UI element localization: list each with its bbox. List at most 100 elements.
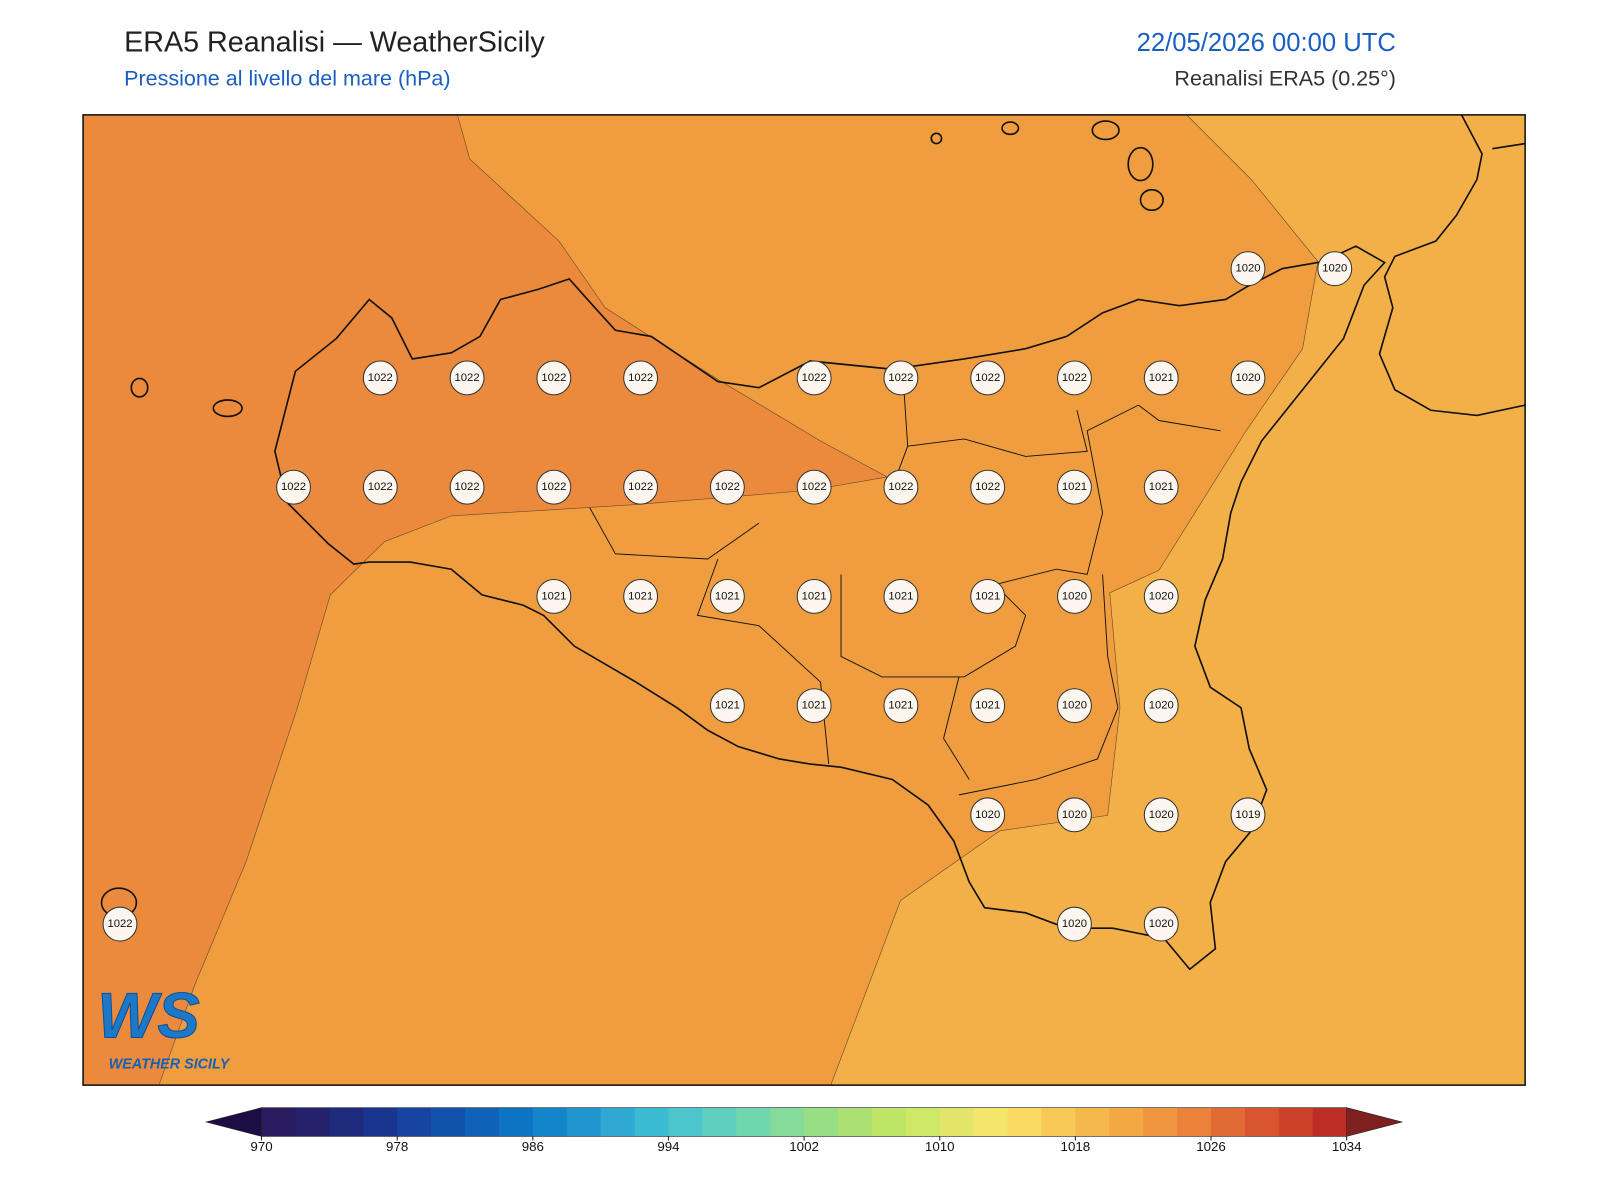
station-marker (1057, 688, 1092, 724)
station-value: 1021 (1149, 372, 1174, 384)
station-value: 1020 (1149, 590, 1174, 602)
station-value: 1022 (628, 481, 653, 493)
colorbar-tick-label: 1018 (1061, 1139, 1091, 1154)
colorbar-segment (1041, 1107, 1076, 1137)
station-value: 1021 (1149, 481, 1174, 493)
station-value: 1022 (368, 372, 393, 384)
station-marker (970, 469, 1006, 505)
station-marker (449, 469, 485, 505)
station-value: 1020 (975, 809, 1000, 821)
station-value: 1022 (628, 372, 653, 384)
station-value: 1022 (802, 481, 827, 493)
colorbar-segment (1211, 1107, 1246, 1137)
subtitle: Pressione al livello del mare (hPa) (124, 67, 450, 91)
station-marker (1057, 360, 1092, 396)
coastline (100, 114, 1526, 971)
colorbar-segment (465, 1107, 500, 1137)
station-marker (623, 469, 659, 505)
station-marker (709, 469, 745, 505)
colorbar-segment (939, 1107, 975, 1137)
station-marker (1143, 797, 1179, 833)
colorbar-segment (261, 1107, 296, 1137)
stations: 1020 1020 1022 1022 1022 1022 1022 1022 1022 1022… (102, 251, 1353, 942)
colorbar-segment (1007, 1107, 1042, 1137)
pressure-zone (83, 114, 889, 1086)
colorbar-segment (1109, 1107, 1144, 1137)
station-marker (883, 578, 919, 614)
colorbar-segment (770, 1107, 805, 1137)
station-value: 1020 (1149, 809, 1174, 821)
station-marker (796, 469, 832, 505)
station-value: 1022 (281, 481, 306, 493)
colorbar-segment (431, 1107, 466, 1137)
station-marker (796, 578, 832, 614)
colorbar-segment (1177, 1107, 1212, 1137)
colorbar: 970 978 986 994 1002 1010 1018 1026 1034 (204, 1107, 1404, 1154)
station-value: 1021 (802, 700, 827, 712)
logo: WS WEATHER SICILY (97, 980, 231, 1073)
colorbar-segment (1244, 1107, 1280, 1137)
station-marker (1057, 578, 1092, 614)
station-value: 1019 (1235, 809, 1260, 821)
colorbar-tick-label: 970 (250, 1139, 272, 1154)
station-marker (623, 578, 659, 614)
station-marker (1143, 688, 1179, 724)
station-value: 1020 (1062, 809, 1087, 821)
colorbar-segment (1075, 1107, 1110, 1137)
station-value: 1022 (888, 372, 913, 384)
colorbar-segment (804, 1107, 839, 1137)
station-value: 1022 (802, 372, 827, 384)
colorbar-segment (600, 1107, 636, 1137)
colorbar-segment (532, 1107, 568, 1137)
station-value: 1022 (541, 372, 566, 384)
station-marker (623, 360, 659, 396)
station-marker (276, 469, 311, 505)
colorbar-segment (1278, 1107, 1314, 1137)
station-marker (449, 360, 485, 396)
station-value: 1021 (975, 700, 1000, 712)
station-marker (102, 906, 138, 942)
station-marker (362, 360, 398, 396)
station-value: 1021 (888, 590, 913, 602)
station-value: 1020 (1235, 372, 1260, 384)
station-marker (536, 360, 572, 396)
station-marker (362, 469, 398, 505)
station-value: 1022 (107, 918, 132, 930)
logo-name: WEATHER SICILY (109, 1056, 231, 1072)
logo-mark: WS (97, 980, 199, 1051)
colorbar-segment (634, 1107, 669, 1137)
station-marker (1317, 251, 1353, 287)
station-value: 1021 (715, 700, 740, 712)
station-marker (970, 797, 1006, 833)
station-value: 1021 (628, 590, 653, 602)
station-marker (796, 360, 832, 396)
station-marker (1230, 797, 1266, 833)
colorbar-segment (871, 1107, 907, 1137)
colorbar-tick-label: 986 (522, 1139, 544, 1154)
colorbar-segment (329, 1107, 364, 1137)
station-value: 1021 (802, 590, 827, 602)
station-marker (536, 469, 572, 505)
station-value: 1022 (715, 481, 740, 493)
station-value: 1020 (1062, 590, 1087, 602)
colorbar-segment (363, 1107, 398, 1137)
station-marker (1230, 251, 1266, 287)
colorbar-segment (905, 1107, 941, 1137)
station-marker (796, 688, 832, 724)
map-frame (82, 114, 1526, 1086)
title: ERA5 Reanalisi — WeatherSicily (124, 27, 545, 59)
colorbar-under (204, 1107, 262, 1137)
station-marker (1230, 360, 1266, 396)
station-marker (1143, 360, 1179, 396)
station-marker (970, 688, 1006, 724)
colorbar-tick-label: 978 (386, 1139, 408, 1154)
station-value: 1020 (1322, 263, 1347, 275)
colorbar-segment (973, 1107, 1009, 1137)
colorbar-segment (736, 1107, 771, 1137)
station-value: 1022 (368, 481, 393, 493)
station-marker (1143, 906, 1179, 942)
station-value: 1021 (715, 590, 740, 602)
colorbar-segment (668, 1107, 703, 1137)
